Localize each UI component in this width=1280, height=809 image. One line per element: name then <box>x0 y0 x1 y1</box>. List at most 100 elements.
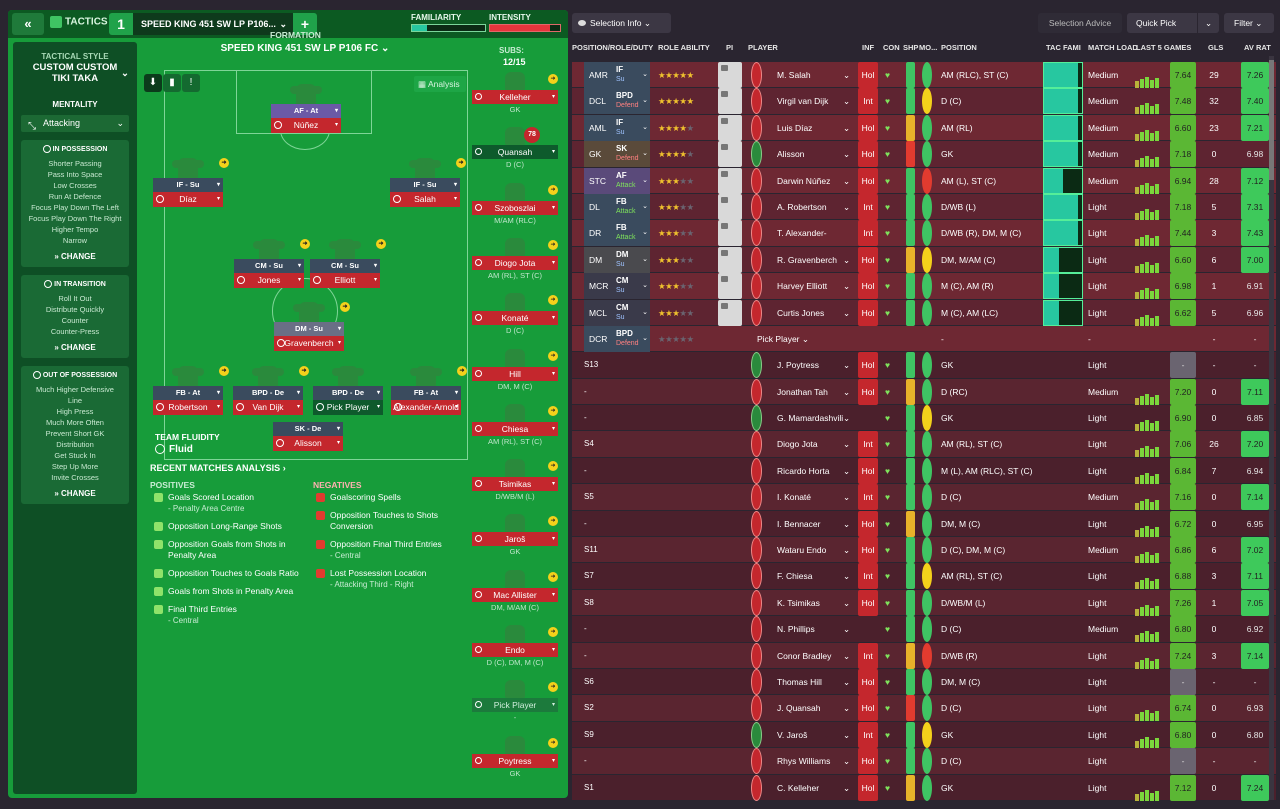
selection-info-button[interactable]: Selection Info ⌄ <box>572 13 671 33</box>
bar-chart-icon[interactable]: ▮ <box>163 74 181 92</box>
player-name[interactable]: Alisson ⌄ <box>777 141 851 167</box>
column-header[interactable]: PI <box>726 43 734 52</box>
player-name[interactable]: J. Poytress ⌄ <box>777 352 851 378</box>
table-row[interactable]: S9 V. Jaroš ⌄ Int ♥ GK Light 6.80 0 6.80 <box>572 721 1276 749</box>
column-header[interactable]: POSITION/ROLE/DUTY <box>572 43 654 52</box>
sub-player[interactable]: ➜ Mac Allister ▾ DM, M/AM (C) <box>472 569 558 612</box>
table-row[interactable]: - N. Phillips ⌄ ♥ D (C) Medium 6.80 0 6.92 <box>572 616 1276 643</box>
sub-name[interactable]: Tsimikas ▾ <box>472 477 558 492</box>
player-role[interactable]: FB - At ▾ <box>153 386 223 400</box>
column-header[interactable]: INF <box>862 43 875 52</box>
table-row[interactable]: - Ricardo Horta ⌄ Hol ♥ M (L), AM (RLC), ST (… <box>572 457 1276 485</box>
player-name[interactable]: Diogo Jota ⌄ <box>777 431 851 457</box>
role-cell[interactable]: AF Attack ⌄ <box>584 167 650 194</box>
formation-selector[interactable]: SPEED KING 451 SW LP P106 FC ⌄ <box>220 43 390 54</box>
sub-name[interactable]: Quansah ▾ <box>472 145 558 160</box>
table-row[interactable]: - Rhys Williams ⌄ Hol ♥ D (C) Light - - - <box>572 748 1276 775</box>
table-row[interactable]: IF Su ⌄ AML ★★★★★ Luis Díaz ⌄ Hol ♥ AM (RL) Medium… <box>572 114 1276 142</box>
player-name[interactable]: G. Mamardashvili ⌄ <box>777 405 851 431</box>
change-in-transition-button[interactable]: » CHANGE <box>54 343 96 352</box>
instructions-icon[interactable]: ! <box>182 74 200 92</box>
player-role[interactable]: BPD - De ▾ <box>233 386 303 400</box>
player-name[interactable]: Salah ▾ <box>390 192 460 207</box>
player-instructions-icon[interactable] <box>718 273 742 300</box>
column-header[interactable]: LAST 5 GAMES <box>1136 43 1192 52</box>
sub-player[interactable]: ➜ Chiesa ▾ AM (RL), ST (C) <box>472 403 558 446</box>
player-instructions-icon[interactable] <box>718 193 742 220</box>
role-cell[interactable]: FB Attack ⌄ <box>584 220 650 247</box>
pitch-player[interactable]: SK - De ▾ Alisson ▾ <box>273 422 343 451</box>
recent-matches-analysis-link[interactable]: RECENT MATCHES ANALYSIS › <box>150 463 286 473</box>
player-instructions-icon[interactable] <box>718 246 742 273</box>
role-cell[interactable]: BPD Defend ⌄ <box>584 88 650 115</box>
table-row[interactable]: - Jonathan Tah ⌄ Hol ♥ D (RC) Medium 7.20 0 7.11 <box>572 378 1276 406</box>
column-header[interactable]: MATCH LOAD <box>1088 43 1138 52</box>
player-instructions-icon[interactable] <box>718 141 742 168</box>
player-name[interactable]: Robertson ▾ <box>153 400 223 415</box>
table-row[interactable]: - I. Bennacer ⌄ Hol ♥ DM, M (C) Light 6.72 0 6.95 <box>572 510 1276 538</box>
pitch-player[interactable]: CM - Su ▾ Elliott ▾ ➜ <box>310 237 386 288</box>
sub-player[interactable]: ➜ Tsimikas ▾ D/WB/M (L) <box>472 459 558 501</box>
column-header[interactable]: MO... <box>919 43 938 52</box>
player-role[interactable]: CM - Su ▾ <box>310 259 380 273</box>
player-name[interactable]: I. Konaté ⌄ <box>777 484 851 510</box>
role-cell[interactable]: SK Defend ⌄ <box>584 141 650 168</box>
player-name[interactable]: F. Chiesa ⌄ <box>777 563 851 589</box>
analysis-item[interactable]: Opposition Goals from Shots in Penalty A… <box>152 539 302 561</box>
tactical-style-name[interactable]: CUSTOM CUSTOM TIKI TAKA ⌄ <box>32 62 129 84</box>
selection-advice-button[interactable]: Selection Advice <box>1038 13 1122 33</box>
sub-player[interactable]: ➜ Jaroš ▾ GK <box>472 514 558 556</box>
mentality-dropdown[interactable]: ⤡ Attacking ⌄ <box>21 115 129 132</box>
player-instructions-icon[interactable] <box>718 114 742 141</box>
player-name[interactable]: I. Bennacer ⌄ <box>777 511 851 537</box>
table-row[interactable]: - G. Mamardashvili ⌄ ♥ GK Light 6.90 0 6.85 <box>572 405 1276 432</box>
sub-name[interactable]: Konaté ▾ <box>472 311 558 326</box>
table-row[interactable]: SK Defend ⌄ GK ★★★★★ Alisson ⌄ Hol ♥ GK Medium 7.18… <box>572 141 1276 168</box>
player-name[interactable]: Thomas Hill ⌄ <box>777 669 851 695</box>
player-name[interactable]: N. Phillips ⌄ <box>777 616 851 642</box>
role-cell[interactable]: IF Su ⌄ <box>584 62 650 88</box>
player-name[interactable]: M. Salah ⌄ <box>777 62 851 88</box>
table-row[interactable]: S1 C. Kelleher ⌄ Hol ♥ GK Light 7.12 0 7.24 <box>572 774 1276 801</box>
sub-name[interactable]: Szoboszlai ▾ <box>472 200 558 215</box>
player-instructions-icon[interactable] <box>718 220 742 247</box>
table-row[interactable]: FB Attack ⌄ DL ★★★★★ A. Robertson ⌄ Int ♥ D/WB (L… <box>572 193 1276 221</box>
analysis-item[interactable]: Goals Scored Location - Penalty Area Cent… <box>152 492 302 514</box>
chevron-down-icon[interactable]: ⌄ <box>1197 13 1219 33</box>
table-row[interactable]: BPD Defend ⌄ DCR ★★★★★ Pick Player ⌄ - - - - <box>572 325 1276 353</box>
column-header[interactable]: POSITION <box>941 43 977 52</box>
sub-player[interactable]: ➜ Szoboszlai ▾ M/AM (RLC) <box>472 182 558 225</box>
sub-name[interactable]: Kelleher ▾ <box>472 90 558 104</box>
table-row[interactable]: DM Su ⌄ DM ★★★★★ R. Gravenberch ⌄ Hol ♥ DM, M/AM … <box>572 246 1276 274</box>
table-row[interactable]: CM Su ⌄ MCR ★★★★★ Harvey Elliott ⌄ Hol ♥ M (C), A… <box>572 273 1276 300</box>
table-row[interactable]: S8 K. Tsimikas ⌄ Hol ♥ D/WB/M (L) Light 7.26 1 7.… <box>572 589 1276 617</box>
player-name[interactable]: Elliott ▾ <box>310 273 380 288</box>
tactic-selector[interactable]: SPEED KING 451 SW LP P106... ⌄ <box>133 13 293 35</box>
player-name[interactable]: R. Gravenberch ⌄ <box>777 247 851 273</box>
add-tactic-button[interactable]: + <box>293 13 317 35</box>
table-row[interactable]: S6 Thomas Hill ⌄ Hol ♥ DM, M (C) Light - - - <box>572 668 1276 696</box>
sub-player[interactable]: ➜ Diogo Jota ▾ AM (RL), ST (C) <box>472 237 558 280</box>
role-cell[interactable]: BPD Defend ⌄ <box>584 325 650 352</box>
player-name[interactable]: T. Alexander-Arnold⌄ <box>777 220 851 264</box>
pitch-player[interactable]: FB - At ▾ Robertson ▾ ➜ <box>153 364 229 415</box>
pitch-player[interactable]: IF - Su ▾ Salah ▾ ➜ <box>390 156 466 207</box>
sub-name[interactable]: Hill ▾ <box>472 366 558 381</box>
player-name[interactable]: Curtis Jones ⌄ <box>777 300 851 326</box>
sub-name[interactable]: Jaroš ▾ <box>472 532 558 547</box>
sub-name[interactable]: Poytress ▾ <box>472 753 558 768</box>
column-header[interactable]: CON <box>883 43 900 52</box>
analysis-item[interactable]: Opposition Touches to Goals Ratio <box>152 568 302 579</box>
table-row[interactable]: S5 I. Konaté ⌄ Int ♥ D (C) Medium 7.16 0 7.14 <box>572 484 1276 511</box>
pitch-player[interactable]: BPD - De ▾ Pick Player ▾ <box>313 364 383 415</box>
player-name[interactable]: Darwin Núñez ⌄ <box>777 168 851 194</box>
player-name[interactable]: V. Jaroš ⌄ <box>777 722 851 748</box>
pitch-player[interactable]: CM - Su ▾ Jones ▾ ➜ <box>234 237 310 288</box>
analysis-item[interactable]: Lost Possession Location - Attacking Thir… <box>314 568 464 590</box>
sub-player[interactable]: ➜ Konaté ▾ D (C) <box>472 293 558 335</box>
column-header[interactable]: ROLE ABILITY <box>658 43 710 52</box>
column-header[interactable]: AV RAT <box>1244 43 1271 52</box>
player-name[interactable]: Rhys Williams ⌄ <box>777 748 851 774</box>
analysis-item[interactable]: Opposition Long-Range Shots <box>152 521 302 532</box>
player-name[interactable]: Conor Bradley ⌄ <box>777 643 851 669</box>
